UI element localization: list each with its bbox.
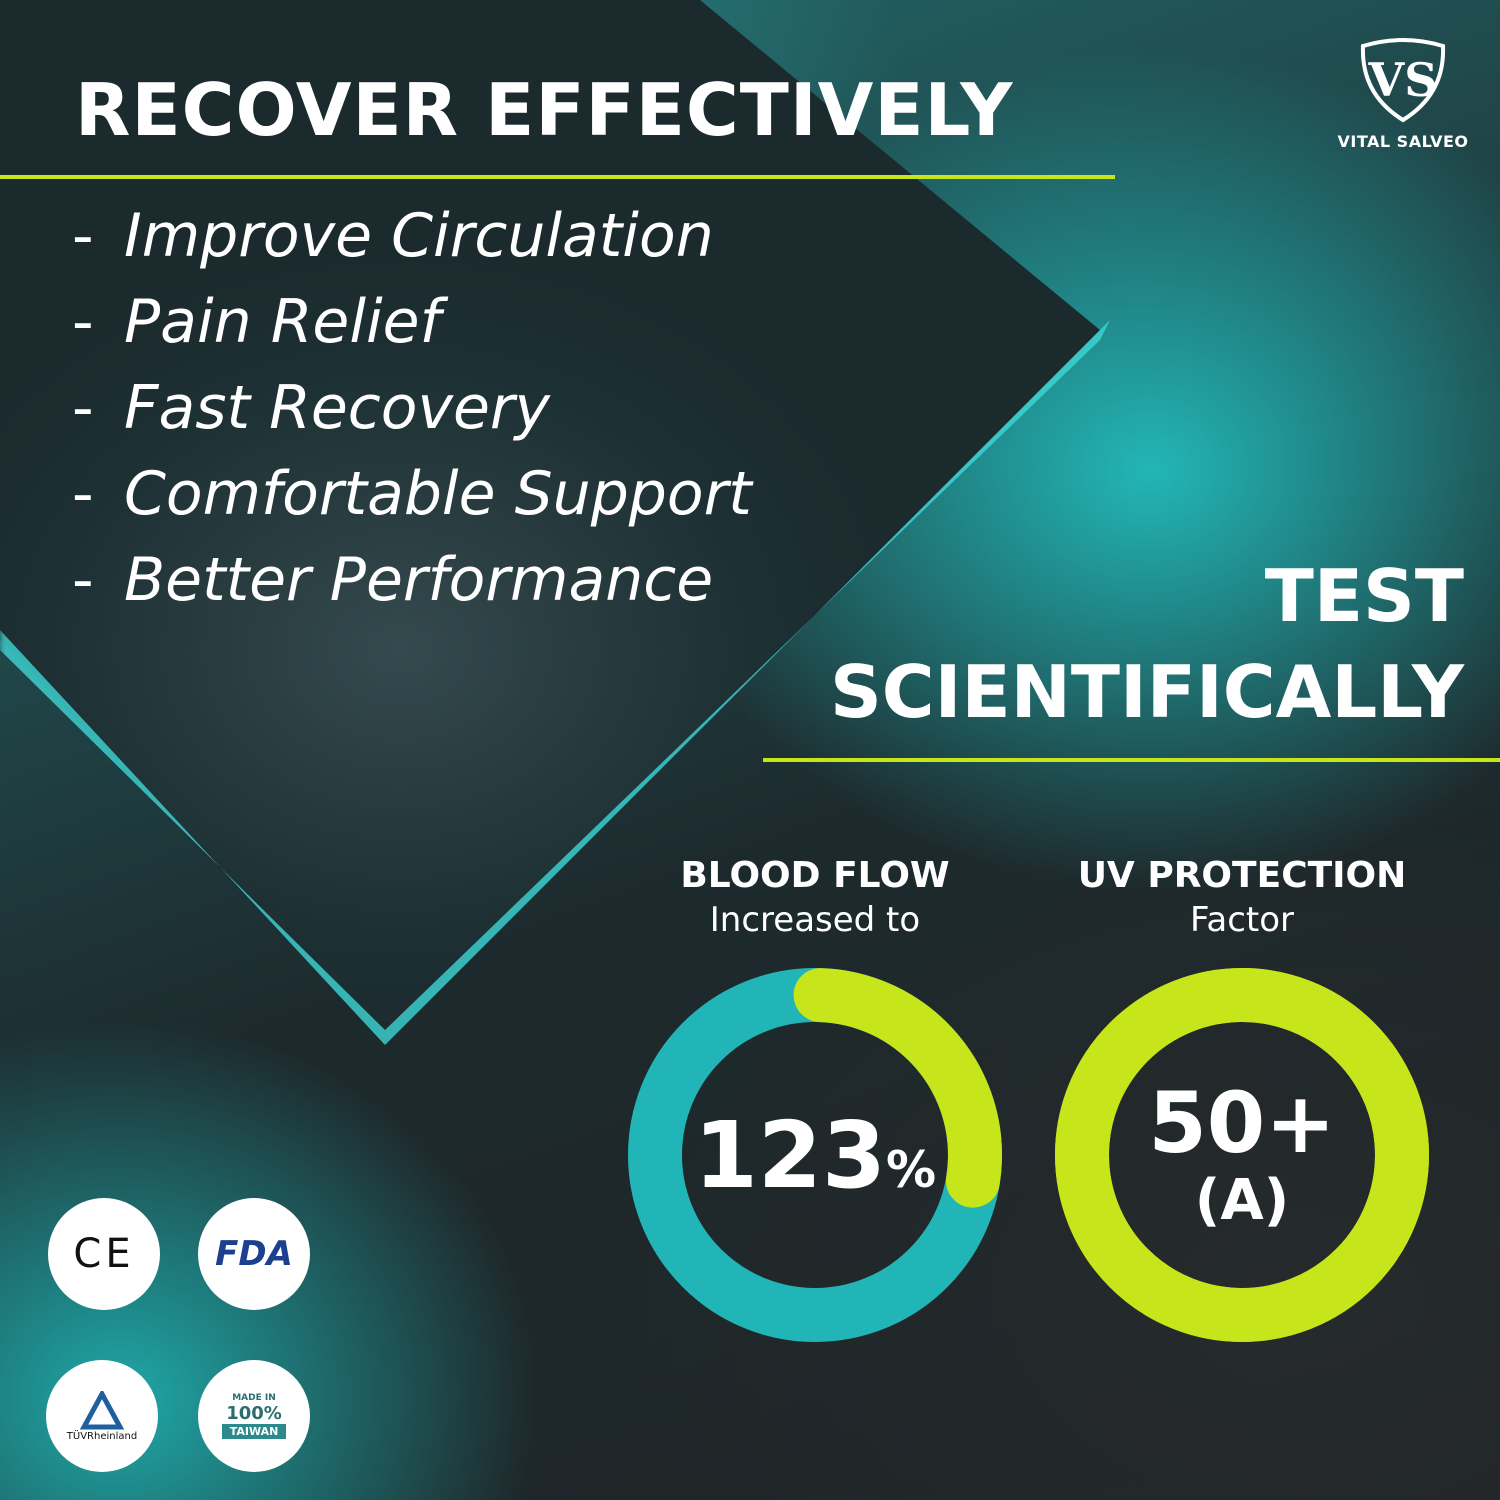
benefit-item: - Pain Relief: [72, 287, 441, 357]
headline: RECOVER EFFECTIVELY: [75, 68, 1014, 152]
uv-value: 50+: [1148, 1073, 1336, 1172]
blood-flow-arc: [628, 968, 1002, 1342]
uv-ring: 50+ (A): [1052, 965, 1432, 1345]
headline-underline: [0, 175, 1115, 179]
svg-text:VS: VS: [1368, 53, 1438, 107]
uv-grade: (A): [1194, 1167, 1290, 1233]
tuv-triangle-icon: [80, 1390, 124, 1429]
test-heading: TEST SCIENTIFICALLY: [829, 554, 1464, 734]
blood-flow-ring: 123%: [625, 965, 1005, 1345]
brand-name: VITAL SALVEO: [1337, 132, 1469, 151]
benefit-item: - Fast Recovery: [72, 373, 551, 443]
benefit-item: - Better Performance: [72, 545, 714, 615]
blood-flow-heading: BLOOD FLOW Increased to: [680, 855, 950, 940]
uv-heading: UV PROTECTION Factor: [1077, 855, 1407, 940]
shield-vs-icon: VS: [1360, 38, 1446, 123]
brand-logo: VS VITAL SALVEO: [1318, 34, 1488, 151]
uv-arc: [1055, 968, 1429, 1342]
test-underline: [763, 758, 1500, 762]
ce-badge: CE: [48, 1198, 160, 1310]
made-in-taiwan-badge: MADE IN 100% TAIWAN: [198, 1360, 310, 1472]
benefits-list: - Improve Circulation - Pain Relief - Fast …: [72, 200, 752, 630]
benefit-item: - Comfortable Support: [72, 459, 752, 529]
fda-badge: FDA: [198, 1198, 310, 1310]
blood-flow-value: 123: [693, 1101, 886, 1209]
benefit-item: - Improve Circulation: [72, 201, 714, 271]
tuv-badge: TÜVRheinland: [46, 1360, 158, 1472]
blood-flow-unit: %: [885, 1140, 937, 1199]
